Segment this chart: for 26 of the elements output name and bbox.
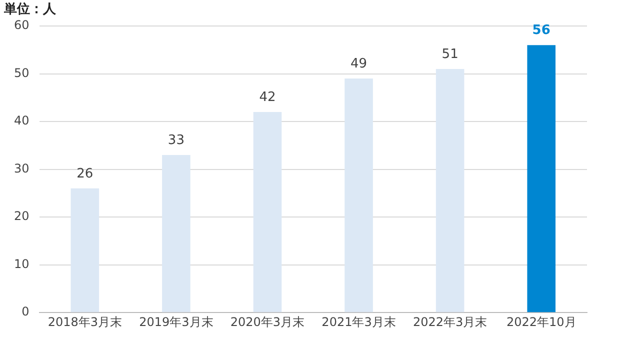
data-label: 49 (350, 56, 368, 72)
bar (344, 78, 373, 312)
x-tick-label: 2022年3月末 (412, 314, 488, 329)
x-tick-label: 2018年3月末 (48, 314, 122, 329)
data-label: 51 (442, 46, 458, 62)
data-label: 26 (76, 166, 94, 182)
bar (527, 45, 556, 312)
y-tick-label: 0 (22, 304, 30, 319)
y-axis-title: 単位：人 (3, 2, 57, 17)
y-tick-label: 20 (14, 209, 30, 224)
x-tick-label: 2021年3月末 (322, 314, 396, 329)
x-tick-label: 2019年3月末 (139, 314, 214, 329)
y-tick-label: 60 (14, 18, 30, 32)
bar (436, 68, 464, 312)
y-tick-label: 40 (14, 114, 30, 128)
y-tick-label: 10 (14, 256, 30, 271)
x-tick-label: 2022年10月 (506, 314, 576, 329)
data-label: 56 (532, 22, 550, 38)
bar (70, 188, 100, 312)
bar (253, 112, 282, 312)
y-tick-label: 50 (14, 66, 30, 80)
data-label: 33 (168, 132, 184, 148)
bar (162, 154, 190, 312)
data-label: 42 (259, 90, 276, 105)
x-tick-label: 2020年3月末 (230, 314, 305, 329)
y-tick-label: 30 (14, 161, 30, 176)
